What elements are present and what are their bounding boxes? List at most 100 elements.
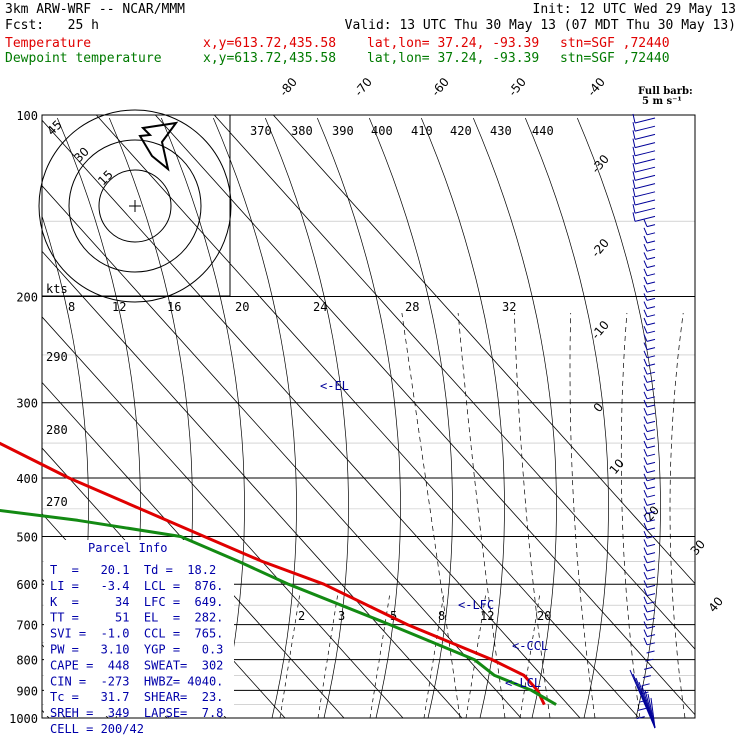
isotherm-label: -10 bbox=[589, 318, 612, 342]
wind-barb bbox=[646, 412, 656, 416]
hodo-speed-tick: 8 bbox=[68, 300, 75, 314]
wind-barb-flag bbox=[643, 522, 648, 531]
wind-barb bbox=[636, 716, 645, 720]
wind-barb-flag bbox=[632, 154, 636, 165]
wind-barb-flag bbox=[632, 113, 636, 124]
wind-barb bbox=[646, 445, 656, 449]
wind-barb bbox=[646, 625, 656, 629]
wind-barb-flag bbox=[643, 334, 648, 342]
dry-adiabat bbox=[420, 117, 505, 718]
wind-barb-flag bbox=[643, 416, 648, 424]
wind-barb-flag bbox=[632, 187, 636, 197]
wind-barb-flag bbox=[643, 547, 648, 555]
isotherm-label: 40 bbox=[706, 594, 727, 615]
theta-label: 280 bbox=[46, 423, 68, 437]
wind-barb bbox=[646, 355, 656, 359]
theta-label: 390 bbox=[332, 124, 354, 138]
mixing-ratio-label: 20 bbox=[537, 609, 551, 623]
theta-label: 400 bbox=[371, 124, 393, 138]
wind-barb bbox=[646, 363, 656, 367]
wind-barb-flag bbox=[643, 572, 648, 580]
wind-barb-flag bbox=[643, 563, 648, 572]
pressure-tick-label: 900 bbox=[16, 684, 38, 698]
wind-barb bbox=[646, 273, 656, 277]
wind-barb bbox=[646, 297, 656, 301]
wind-barb-flag bbox=[643, 555, 648, 563]
wind-barb bbox=[646, 519, 656, 523]
mixing-ratio-line bbox=[519, 592, 541, 718]
pressure-tick-label: 200 bbox=[16, 291, 38, 305]
wind-barb bbox=[646, 133, 656, 137]
wind-barb-flag bbox=[643, 465, 648, 473]
dew-xy: x,y=613.72,435.58 bbox=[203, 51, 337, 66]
model-title: 3km ARW-WRF -- NCAR/MMM bbox=[5, 2, 186, 17]
wind-barb-flag bbox=[643, 596, 648, 604]
wind-barb-flag bbox=[643, 358, 648, 367]
wind-barb bbox=[646, 125, 656, 129]
wind-barb-flag bbox=[632, 122, 636, 132]
wind-barb-flag bbox=[643, 498, 648, 506]
isotherm-label: -40 bbox=[585, 75, 608, 99]
wind-barb-flag bbox=[643, 309, 648, 317]
moist-adiabat bbox=[569, 312, 596, 718]
pressure-tick-label: 100 bbox=[16, 109, 38, 123]
isotherm-label: 30 bbox=[688, 537, 709, 558]
wind-barb-flag bbox=[632, 171, 636, 181]
theta-label: 430 bbox=[490, 124, 512, 138]
moist-adiabat bbox=[401, 312, 461, 718]
wind-barb-flag bbox=[643, 219, 648, 227]
parcel-info-row: CAPE = 448 SWEAT= 302 bbox=[50, 658, 223, 672]
parcel-info-title: Parcel Info bbox=[88, 541, 167, 555]
wind-barb bbox=[646, 265, 656, 269]
wind-barb bbox=[641, 683, 650, 687]
parcel-info-row: CELL = 200/42 bbox=[50, 722, 144, 736]
parcel-info-row: SVI = -1.0 CCL = 765. bbox=[50, 627, 223, 641]
wind-barb-flag bbox=[643, 539, 648, 547]
temp-station: stn=SGF ,72440 bbox=[560, 36, 670, 51]
moist-adiabat bbox=[669, 312, 686, 718]
wind-barb bbox=[646, 306, 656, 310]
wind-barb-flag bbox=[643, 580, 648, 588]
wind-barb bbox=[646, 347, 656, 351]
wind-barb-flag bbox=[632, 130, 636, 140]
wind-barb bbox=[646, 642, 656, 646]
wind-barb bbox=[643, 666, 653, 670]
wind-barb bbox=[646, 552, 656, 556]
parcel-info-row: CIN = -273 HWBZ= 4040. bbox=[50, 674, 223, 688]
pressure-tick-label: 800 bbox=[16, 654, 38, 668]
pressure-tick-label: 1000 bbox=[9, 712, 38, 726]
parcel-info-box: Parcel Info T = 20.1 Td = 18.2 LI = -3.4 L… bbox=[44, 540, 234, 736]
wind-barb-flag bbox=[643, 342, 648, 350]
level-annotation: <-EL bbox=[320, 379, 349, 393]
wind-barb bbox=[646, 224, 656, 228]
wind-barb bbox=[646, 199, 656, 203]
mixing-ratio-line bbox=[423, 592, 445, 718]
wind-barb bbox=[645, 658, 654, 662]
hodo-ring-label: 45 bbox=[44, 117, 65, 138]
wind-barbs bbox=[629, 113, 656, 729]
isotherm-label: -50 bbox=[506, 75, 529, 99]
wind-barb-flag bbox=[643, 408, 648, 416]
wind-barb-flag bbox=[634, 176, 648, 181]
wind-barb bbox=[646, 207, 656, 211]
pressure-tick-label: 700 bbox=[16, 619, 38, 633]
isotherm-line bbox=[42, 381, 345, 718]
wind-barb bbox=[646, 617, 656, 621]
wind-barb-flag bbox=[643, 490, 648, 498]
wind-barb-flag bbox=[632, 179, 636, 189]
mixing-ratio-label: 5 bbox=[390, 609, 397, 623]
wind-barb bbox=[646, 191, 656, 195]
wind-barb-flag bbox=[634, 168, 648, 173]
moist-adiabat bbox=[514, 312, 551, 718]
wind-barb-flag bbox=[643, 440, 648, 449]
wind-barb bbox=[642, 675, 651, 679]
wind-barb-flag bbox=[634, 209, 648, 214]
isotherm-label: -80 bbox=[277, 75, 300, 99]
wind-barb bbox=[646, 240, 656, 244]
wind-barb bbox=[646, 461, 656, 465]
parcel-info-row: K = 34 LFC = 649. bbox=[50, 595, 223, 609]
wind-barb-flag bbox=[643, 506, 648, 514]
isotherm-line bbox=[42, 316, 404, 718]
isotherm-label: -70 bbox=[352, 75, 375, 99]
wind-barb bbox=[646, 150, 656, 154]
